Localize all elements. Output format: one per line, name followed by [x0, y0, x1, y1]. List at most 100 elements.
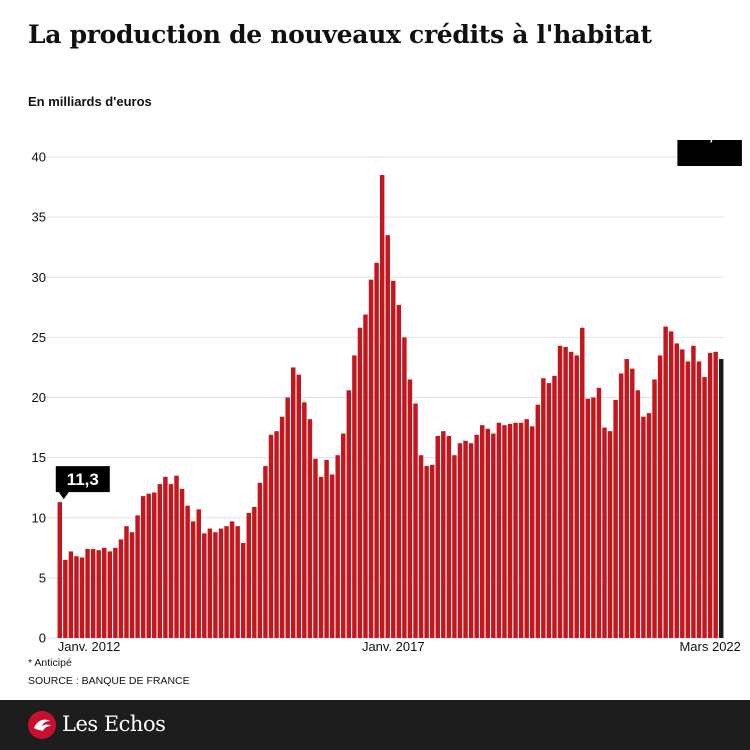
bar: [257, 482, 263, 638]
bar: [680, 349, 685, 638]
callout-pointer: [58, 492, 69, 500]
callout-label: 23,2*: [690, 140, 730, 144]
bar: [657, 355, 663, 638]
bar: [696, 361, 702, 638]
annotation-callout: 11,3: [55, 466, 110, 500]
bar: [124, 526, 129, 638]
bar: [279, 416, 285, 638]
callout-box: [677, 140, 742, 166]
x-tick-label: Janv. 2017: [362, 639, 425, 654]
bar: [174, 475, 179, 638]
bar: [313, 458, 318, 638]
callout-box: [55, 466, 110, 493]
bar: [329, 474, 335, 638]
y-tick-label: 40: [32, 150, 46, 165]
bar: [702, 377, 707, 638]
bar: [452, 455, 457, 638]
bar: [424, 466, 429, 638]
bar: [707, 353, 713, 638]
bar: [224, 526, 229, 638]
bar: [363, 314, 368, 638]
bar: [441, 431, 446, 638]
bar: [140, 496, 146, 638]
bar: [302, 402, 307, 638]
bar: [240, 543, 246, 638]
bar: [596, 387, 602, 638]
bar: [485, 428, 490, 638]
bar: [535, 404, 541, 638]
bar: [135, 515, 140, 638]
bar: [285, 397, 290, 638]
bar: [641, 416, 646, 638]
bar: [518, 422, 524, 638]
bar: [552, 375, 557, 638]
bar: [585, 398, 591, 638]
bar: [57, 502, 63, 638]
bar: [663, 326, 668, 638]
bar: [229, 521, 235, 638]
bar: [479, 425, 485, 638]
bar: [496, 422, 502, 638]
bar: [274, 431, 279, 638]
y-tick-label: 5: [39, 570, 46, 585]
bar: [113, 547, 118, 638]
bar: [607, 431, 613, 638]
y-tick-label: 30: [32, 270, 46, 285]
bar: [268, 434, 274, 638]
footnote: * Anticipé: [28, 657, 72, 669]
bar: [546, 383, 552, 638]
bar: [74, 556, 79, 638]
bar: [341, 433, 346, 638]
bar: [580, 327, 585, 638]
bar: [407, 379, 413, 638]
bar: [513, 422, 518, 638]
bar: [168, 484, 174, 638]
bar: [246, 512, 251, 638]
bar: [157, 484, 163, 638]
bar: [163, 476, 168, 638]
y-tick-label: 35: [32, 210, 46, 225]
bar: [352, 355, 357, 638]
brand-name: Les Echos: [62, 712, 166, 736]
annotations: 11,3 23,2*: [55, 140, 742, 500]
bar: [541, 378, 546, 638]
bar: [196, 509, 201, 638]
bar: [435, 435, 440, 638]
bar: [79, 557, 85, 638]
bar: [396, 304, 402, 638]
bar: [379, 175, 385, 638]
bar: [613, 399, 618, 638]
bar: [685, 361, 691, 638]
bar: [718, 359, 724, 638]
bar: [291, 367, 296, 638]
source-note: SOURCE : BANQUE DE FRANCE: [28, 675, 190, 687]
y-tick-label: 10: [32, 510, 46, 525]
bar: [457, 443, 463, 638]
bar: [385, 235, 390, 638]
bar: [557, 345, 563, 638]
bar-chart: 0 5 10 15 20 25 30 35 40 Janv. 2012 Janv. 2017 Mar…: [32, 140, 742, 654]
bar: [568, 351, 574, 638]
bar: [318, 476, 324, 638]
les-echos-logo-icon: [28, 711, 56, 739]
x-tick-label: Janv. 2012: [58, 639, 121, 654]
bar: [691, 345, 696, 638]
bar: [524, 419, 529, 638]
bar: [468, 443, 474, 638]
bar: [474, 434, 479, 638]
bar: [307, 419, 313, 638]
bar: [218, 528, 224, 638]
bar: [63, 559, 68, 638]
bar: [446, 435, 452, 638]
x-tick-label: Mars 2022: [679, 639, 740, 654]
y-tick-label: 0: [39, 631, 46, 646]
bar: [202, 533, 207, 638]
bar: [563, 346, 568, 638]
bar: [357, 327, 363, 638]
chart-subtitle: En milliards d'euros: [28, 94, 152, 109]
bar: [668, 331, 674, 638]
bar: [574, 355, 579, 638]
bar: [296, 374, 302, 638]
bar: [102, 547, 107, 638]
bar: [207, 528, 213, 638]
